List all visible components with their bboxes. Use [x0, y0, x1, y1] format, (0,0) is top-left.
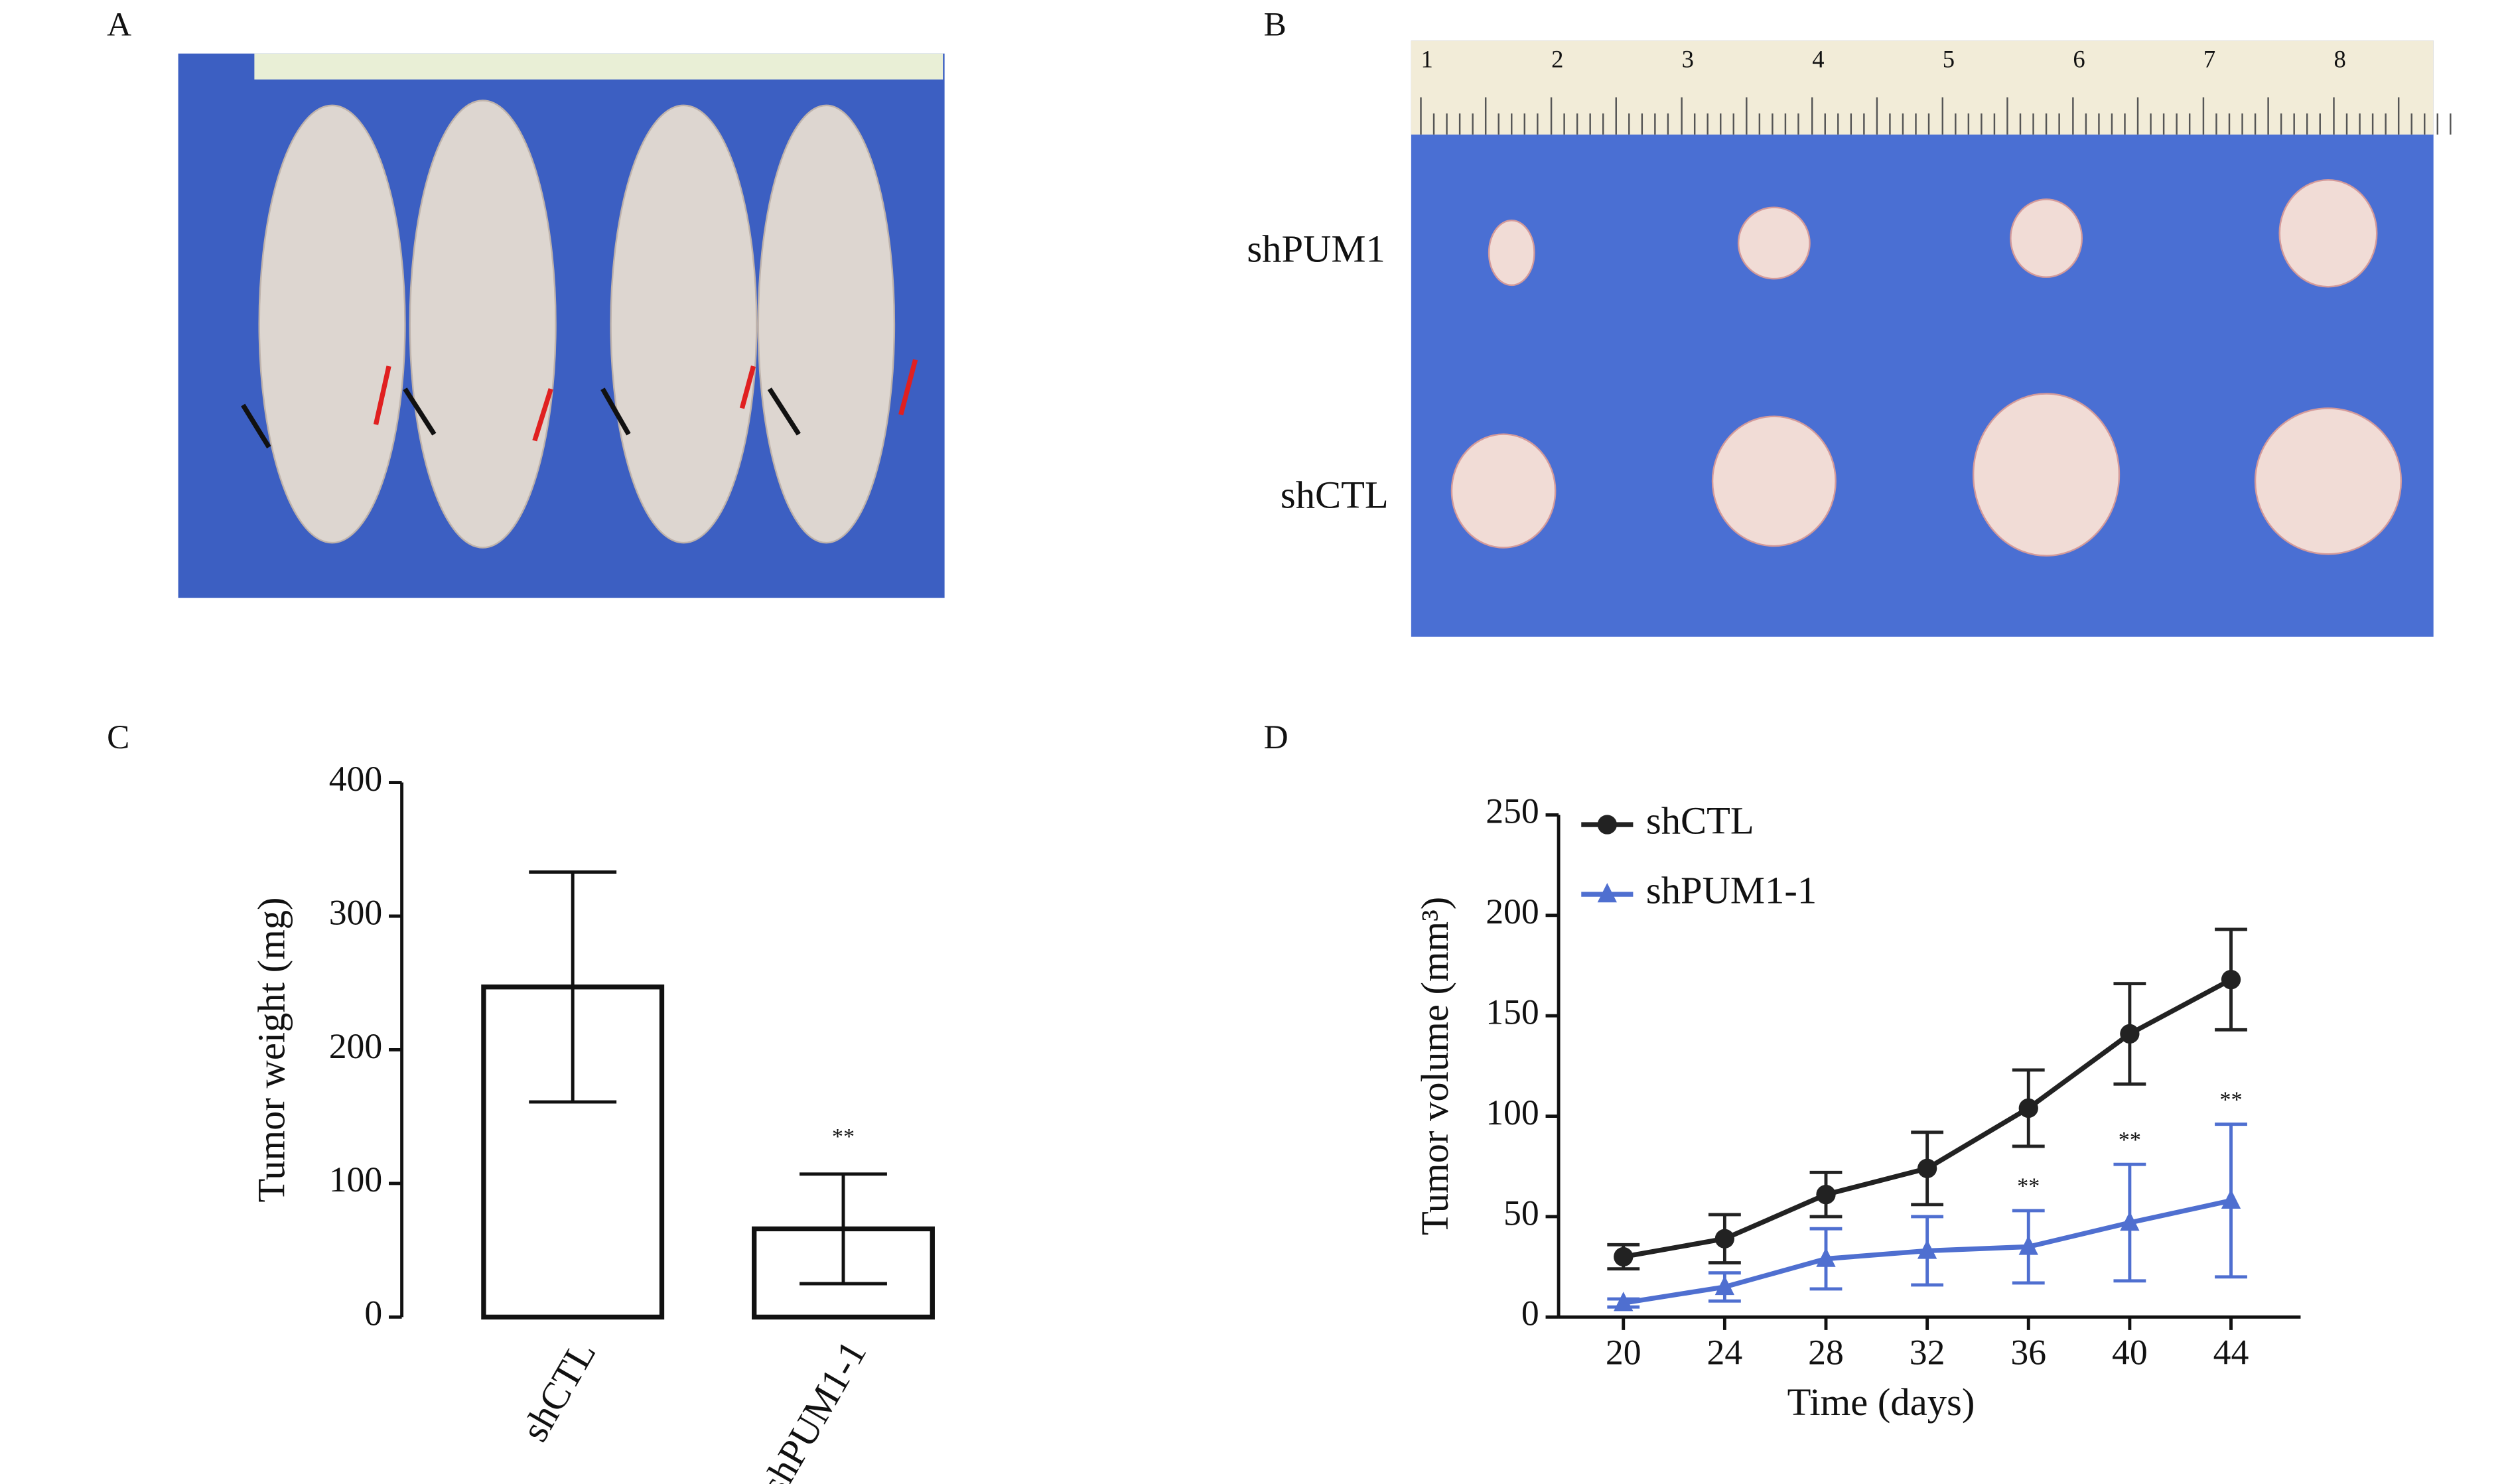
- marker: [1816, 1185, 1836, 1205]
- y-tick-label: 0: [1521, 1294, 1539, 1333]
- y-tick-label: 50: [1503, 1193, 1539, 1233]
- ruler-label: 3: [1682, 45, 1694, 72]
- row-label: shPUM1: [1247, 228, 1385, 271]
- annotation: **: [2017, 1174, 2040, 1199]
- x-tick-label: 40: [2112, 1332, 2148, 1372]
- ruler-label: 4: [1812, 45, 1824, 72]
- y-tick-label: 100: [329, 1160, 383, 1199]
- ruler-label: 2: [1551, 45, 1563, 72]
- x-tick-label: 20: [1606, 1332, 1641, 1372]
- x-tick-label: 24: [1707, 1332, 1743, 1372]
- y-axis-label: Tumor weight (mg): [250, 897, 293, 1202]
- panel-label: C: [107, 718, 129, 756]
- marker: [1917, 1239, 1937, 1259]
- marker: [1597, 815, 1617, 835]
- x-tick-label: 44: [2213, 1332, 2249, 1372]
- y-tick-label: 250: [1486, 791, 1539, 831]
- ruler-label: 1: [1421, 45, 1433, 72]
- ruler-label: 7: [2203, 45, 2215, 72]
- marker: [2221, 970, 2241, 990]
- annotation: **: [2219, 1087, 2242, 1112]
- marker: [2018, 1098, 2038, 1118]
- bar: [752, 1226, 935, 1320]
- y-tick-label: 0: [364, 1294, 382, 1333]
- marker: [1614, 1292, 1634, 1312]
- y-tick-label: 300: [329, 892, 383, 932]
- y-axis-label: Tumor volume (mm³): [1413, 897, 1456, 1235]
- marker: [1816, 1247, 1836, 1267]
- x-tick-label: 28: [1808, 1332, 1844, 1372]
- x-tick-label: 32: [1910, 1332, 1945, 1372]
- marker: [1614, 1247, 1634, 1267]
- panel-label: A: [107, 5, 131, 43]
- y-tick-label: 200: [1486, 892, 1539, 931]
- error-bar: [800, 1172, 887, 1286]
- panel-label: D: [1264, 718, 1289, 756]
- y-tick-label: 400: [329, 759, 383, 799]
- marker: [2120, 1024, 2140, 1044]
- marker: [2018, 1235, 2038, 1255]
- y-tick-label: 200: [329, 1026, 383, 1066]
- ruler-label: 6: [2073, 45, 2085, 72]
- marker: [1714, 1229, 1735, 1248]
- y-tick-label: 150: [1486, 992, 1539, 1032]
- marker: [2120, 1211, 2140, 1231]
- marker: [2221, 1189, 2241, 1209]
- x-axis-label: Time (days): [1787, 1381, 1975, 1424]
- y-tick-label: 100: [1486, 1093, 1539, 1132]
- legend-label: shCTL: [1646, 799, 1754, 842]
- error-bar: [529, 870, 617, 1104]
- marker: [1597, 882, 1617, 903]
- legend-label: shPUM1-1: [1646, 868, 1817, 911]
- panel-label: B: [1264, 5, 1287, 43]
- ruler-label: 8: [2334, 45, 2346, 72]
- x-tick-label: 36: [2010, 1332, 2046, 1372]
- photo-tumors: [1411, 40, 2434, 637]
- marker: [1714, 1275, 1735, 1296]
- row-label: shCTL: [1281, 474, 1389, 517]
- annotation: **: [832, 1124, 855, 1149]
- annotation: **: [2119, 1128, 2141, 1152]
- x-tick-label: shCTL: [513, 1333, 604, 1448]
- marker: [1917, 1158, 1937, 1178]
- photo-mice: [178, 53, 945, 598]
- ruler-label: 5: [1943, 45, 1955, 72]
- x-tick-label: shPUM1-1: [752, 1333, 874, 1484]
